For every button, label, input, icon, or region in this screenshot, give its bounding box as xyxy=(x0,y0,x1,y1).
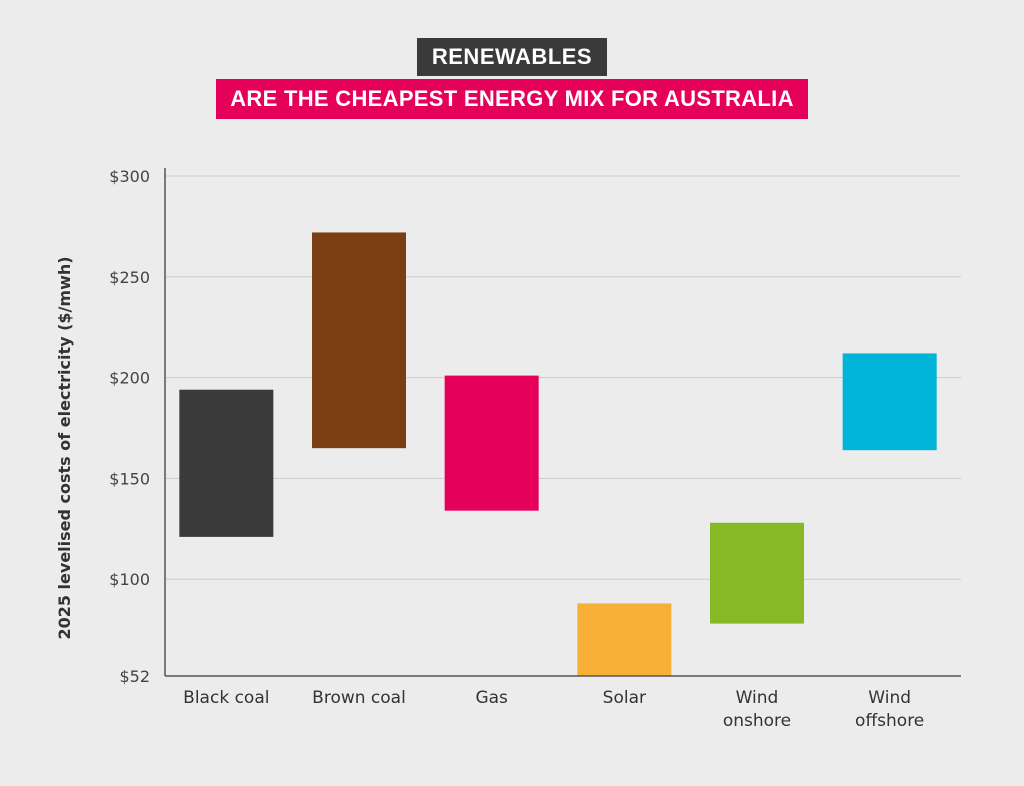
y-tick-label-1: $100 xyxy=(109,570,150,589)
y-tick-label-2: $150 xyxy=(109,469,150,488)
bar-solar xyxy=(577,603,672,676)
y-tick-label-5: $300 xyxy=(109,167,150,186)
title-label-subtitle: ARE THE CHEAPEST ENERGY MIX FOR AUSTRALI… xyxy=(216,79,808,119)
y-tick-label-3: $200 xyxy=(109,369,150,388)
y-tick-label-0: $52 xyxy=(119,667,150,686)
gridlines xyxy=(165,175,961,580)
bar-gas xyxy=(444,375,539,511)
x-category-label-wind-onshore: Wind onshore xyxy=(723,688,791,731)
x-category-label-black-coal: Black coal xyxy=(183,688,269,708)
y-tick-label-4: $250 xyxy=(109,268,150,287)
bar-wind-onshore xyxy=(710,522,804,624)
x-category-label-gas: Gas xyxy=(475,688,508,708)
x-category-label-wind-offshore: Wind offshore xyxy=(855,688,924,731)
x-category-labels: Black coal Brown coal Gas Solar Wind onshore W… xyxy=(183,688,924,731)
x-category-label-solar: Solar xyxy=(603,688,646,708)
chart-title: RENEWABLES ARE THE CHEAPEST ENERGY MIX F… xyxy=(0,38,1024,119)
bar-black-coal xyxy=(179,389,274,537)
axes xyxy=(164,168,961,677)
title-label-renewables: RENEWABLES xyxy=(416,38,608,76)
y-axis-title: 2025 levelised costs of electricity ($/m… xyxy=(55,256,74,639)
bar-brown-coal xyxy=(312,232,406,449)
bars xyxy=(179,232,937,676)
y-tick-labels: $52 $100 $150 $200 $250 $300 xyxy=(109,167,150,686)
bar-wind-offshore xyxy=(842,353,937,451)
x-category-label-brown-coal: Brown coal xyxy=(312,688,406,708)
